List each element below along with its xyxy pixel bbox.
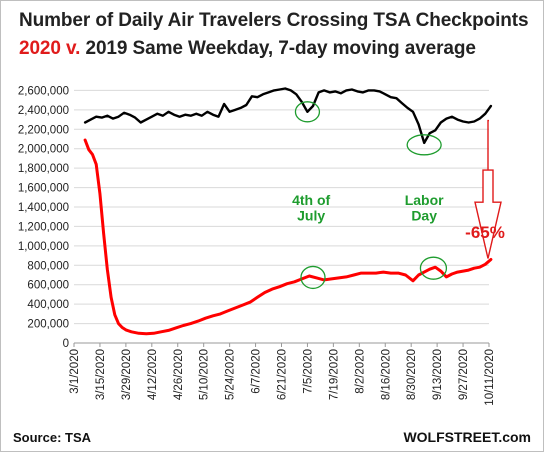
laborday-label-line2: Day — [411, 208, 437, 224]
x-tick-label: 7/5/2020 — [302, 349, 314, 394]
gap-bracket — [487, 119, 489, 171]
july4-2020-highlight-circle — [300, 265, 326, 290]
x-tick-label: 4/12/2020 — [147, 349, 159, 400]
x-tick-label: 9/13/2020 — [432, 349, 444, 400]
x-tick-label: 6/7/2020 — [251, 349, 263, 394]
x-tick-label: 5/24/2020 — [225, 349, 237, 400]
x-tick-label: 5/10/2020 — [199, 349, 211, 400]
x-tick-label: 8/30/2020 — [406, 349, 418, 400]
down-arrow-icon — [474, 169, 502, 259]
y-tick-label: 400,000 — [27, 299, 69, 311]
chart-subtitle: 2020 v. 2019 Same Weekday, 7-day moving … — [19, 38, 476, 60]
publisher-credit: WOLFSTREET.com — [403, 429, 531, 445]
x-tick-label: 9/27/2020 — [458, 349, 470, 400]
x-tick-label: 7/19/2020 — [328, 349, 340, 400]
y-tick-label: 2,000,000 — [18, 144, 69, 156]
july4-2019-highlight-circle — [294, 101, 321, 123]
source-note: Source: TSA — [13, 430, 92, 445]
laborday-label-line1: Labor — [405, 192, 444, 208]
y-tick-label: 200,000 — [27, 319, 69, 331]
x-tick-label: 10/11/2020 — [484, 349, 496, 406]
x-tick-label: 8/2/2020 — [354, 349, 366, 394]
x-tick-label: 4/26/2020 — [173, 349, 185, 400]
x-tick-label: 3/15/2020 — [95, 349, 107, 400]
y-tick-label: 1,400,000 — [18, 202, 69, 214]
chart-title: Number of Daily Air Travelers Crossing T… — [19, 10, 529, 31]
y-tick-label: 1,800,000 — [18, 163, 69, 175]
y-tick-label: 600,000 — [27, 280, 69, 292]
y-tick-label: 2,200,000 — [18, 124, 69, 136]
july4-label-line1: 4th of — [292, 192, 330, 208]
july4-label-line2: July — [297, 208, 325, 224]
x-tick-label: 3/29/2020 — [121, 349, 133, 400]
y-tick-label: 1,000,000 — [18, 241, 69, 253]
laborday-2019-highlight-circle — [406, 134, 442, 156]
percent-change-label: -65% — [465, 223, 505, 242]
x-tick-label: 3/1/2020 — [69, 349, 81, 394]
x-tick-label: 6/21/2020 — [277, 349, 289, 400]
x-tick-label: 8/16/2020 — [380, 349, 392, 400]
series-2020-line — [83, 138, 493, 336]
subtitle-comparison-label: 2019 Same Weekday, 7-day moving average — [85, 38, 476, 59]
y-tick-label: 2,600,000 — [18, 85, 69, 97]
y-tick-label: 1,200,000 — [18, 221, 69, 233]
y-tick-label: 800,000 — [27, 260, 69, 272]
series-2019-line — [83, 87, 493, 145]
laborday-2020-highlight-circle — [419, 256, 448, 280]
y-tick-label: 2,400,000 — [18, 105, 69, 117]
subtitle-year-label: 2020 v. — [19, 38, 81, 59]
y-tick-label: 0 — [63, 338, 69, 350]
y-tick-label: 1,600,000 — [18, 183, 69, 195]
